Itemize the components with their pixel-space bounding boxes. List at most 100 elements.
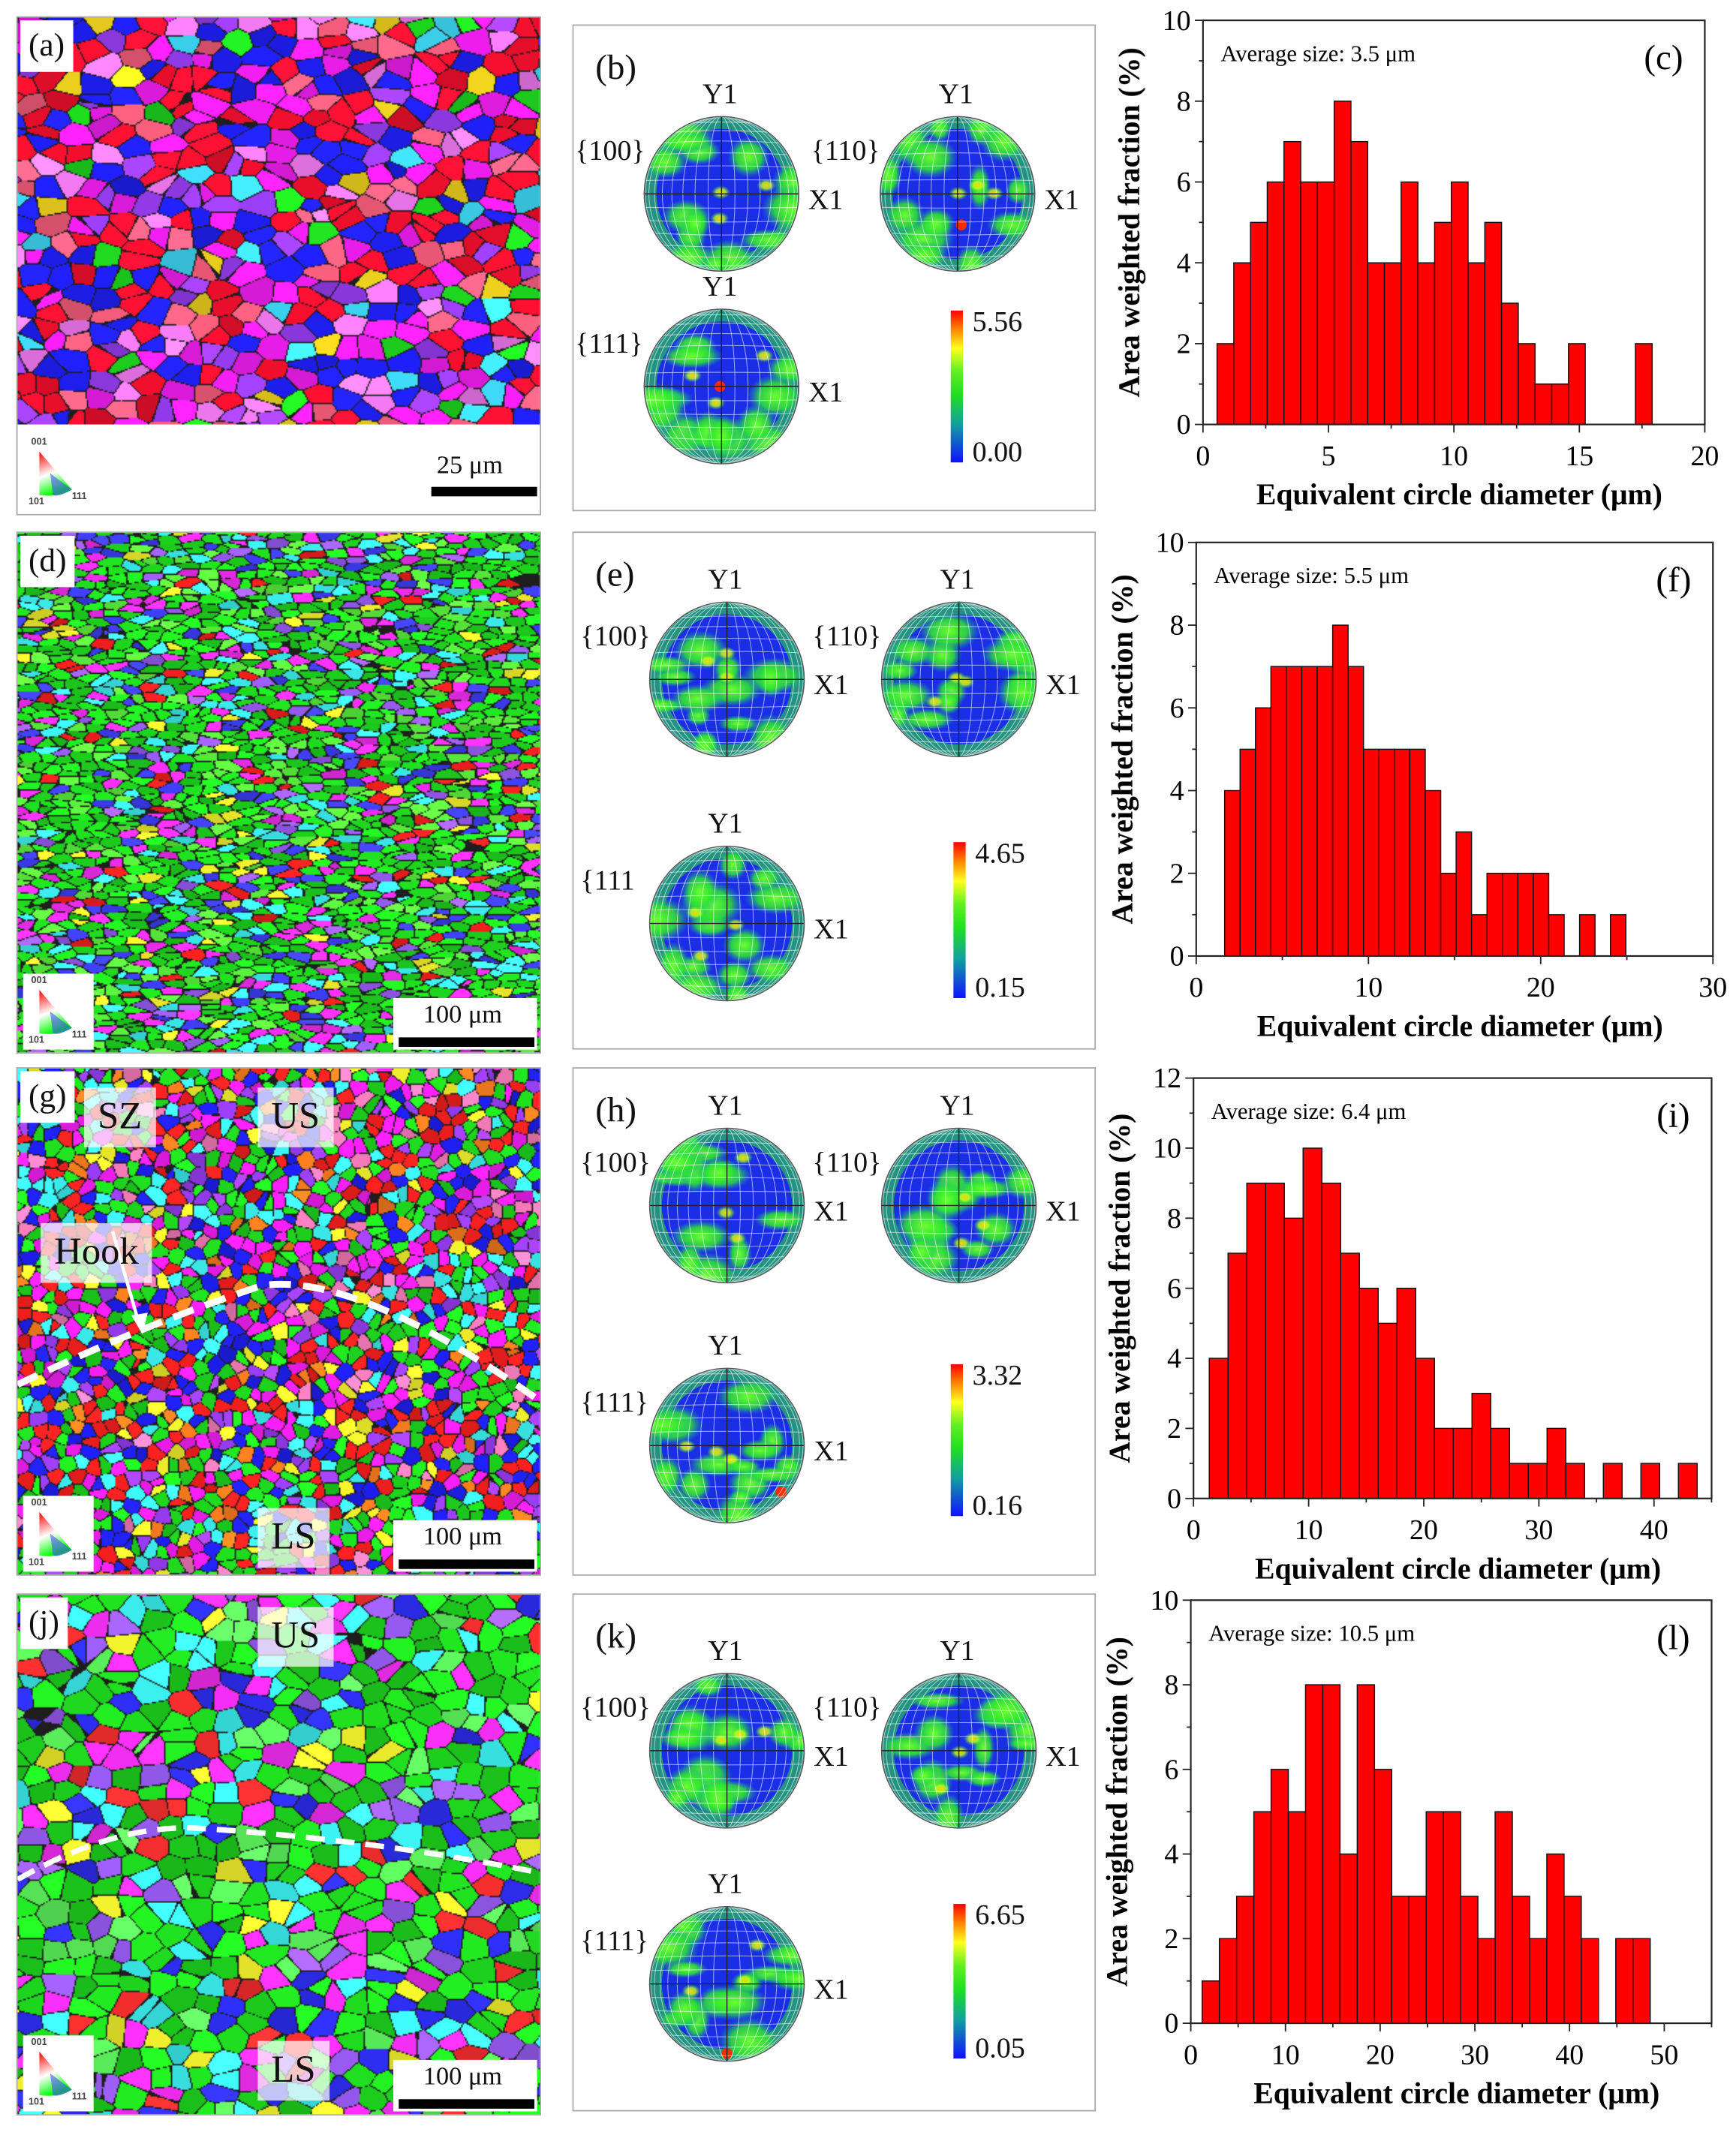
x-tick-label: 10 xyxy=(1440,441,1468,472)
histogram-bar xyxy=(1246,1182,1266,1499)
plane-label: {110} xyxy=(812,1145,882,1179)
map-panel-label: (j) xyxy=(20,1597,68,1649)
x1-axis-label: X1 xyxy=(814,1434,849,1468)
histogram-bar xyxy=(1460,1896,1479,2024)
y-tick-label: 2 xyxy=(1164,1923,1178,1955)
ipf-label-001: 001 xyxy=(31,1498,47,1508)
y1-axis-label: Y1 xyxy=(703,77,738,110)
texture-intensity-blob xyxy=(918,611,980,651)
texture-intensity-blob xyxy=(908,1764,940,1787)
average-size-annotation: Average size: 10.5 μm xyxy=(1208,1621,1415,1646)
x-tick-label: 20 xyxy=(1690,441,1719,472)
y-tick-label: 8 xyxy=(1167,1203,1181,1234)
average-size-annotation: Average size: 3.5 μm xyxy=(1220,41,1416,66)
grain-orientation-map xyxy=(17,17,540,425)
texture-intensity-blob xyxy=(905,1235,937,1268)
texture-intensity-blob xyxy=(737,1439,783,1462)
colorbar-max-label: 3.32 xyxy=(972,1358,1023,1392)
x-axis-title: Equivalent circle diameter (μm) xyxy=(1255,1552,1661,1585)
pole-figure-1 xyxy=(880,1127,1037,1284)
hook-boundary-dashed-line xyxy=(17,1280,540,1404)
panel-label: (c) xyxy=(1644,38,1683,77)
map-panel-label: (d) xyxy=(20,535,75,588)
ipf-label-101: 101 xyxy=(28,2097,45,2108)
texture-intensity-blob xyxy=(913,1713,955,1753)
x1-axis-label: X1 xyxy=(1044,182,1079,216)
histogram-bar xyxy=(1339,1853,1358,2024)
y-tick-label: 0 xyxy=(1170,941,1184,973)
histogram-bar xyxy=(1235,1896,1255,2024)
x-tick-label: 0 xyxy=(1189,972,1203,1003)
scale-bar-line xyxy=(399,1037,534,1048)
scale-bar-label: 25 μm xyxy=(436,451,503,480)
pole-panel-label: (k) xyxy=(595,1616,637,1656)
histogram-bar xyxy=(1358,1287,1379,1499)
y-tick-label: 10 xyxy=(1163,5,1191,37)
texture-intensity-blob xyxy=(761,185,799,233)
y-tick-label: 8 xyxy=(1177,86,1191,117)
y-tick-label: 2 xyxy=(1170,858,1184,889)
histogram-bar xyxy=(1218,1938,1238,2024)
histogram-bar xyxy=(1677,1463,1698,1499)
y-tick-label: 10 xyxy=(1150,1585,1178,1616)
texture-peak xyxy=(698,654,718,668)
texture-intensity-blob xyxy=(955,244,987,272)
x-tick-label: 20 xyxy=(1366,2039,1395,2070)
y-axis-title: Area weighted fraction (%) xyxy=(1103,1114,1136,1463)
y-tick-label: 8 xyxy=(1164,1670,1178,1701)
zone-label-sz: SZ xyxy=(84,1087,156,1147)
histogram-bar xyxy=(1615,1938,1634,2024)
x-tick-label: 5 xyxy=(1322,441,1336,472)
texture-peak xyxy=(716,1205,736,1220)
histogram-bar xyxy=(1373,1769,1393,2024)
texture-intensity-blob xyxy=(657,1725,709,1751)
average-size-annotation: Average size: 5.5 μm xyxy=(1214,563,1409,588)
ebsd-ipf-map: (g) 001 101 111 100 μm xyxy=(16,1067,542,1576)
histogram-bar xyxy=(1443,1811,1461,2024)
plane-label: {111 xyxy=(580,864,635,897)
x-tick-label: 50 xyxy=(1650,2039,1678,2070)
grain-orientation-map xyxy=(17,1595,540,2115)
ipf-color-key: 001 101 111 xyxy=(23,2035,94,2112)
x1-axis-label: X1 xyxy=(814,1194,849,1228)
texture-peak xyxy=(950,1745,970,1759)
plane-label: {111} xyxy=(575,326,643,359)
x-tick-label: 30 xyxy=(1461,2039,1489,2070)
x1-axis-label: X1 xyxy=(1046,668,1081,702)
histogram-bar xyxy=(1283,1217,1304,1499)
y-tick-label: 0 xyxy=(1167,1483,1181,1514)
pole-figure-panel: (k) Y1 X1 {100} Y1 X1 {110} Y1 X1 {111} 6.65 0.05 xyxy=(572,1593,1097,2112)
texture-peak xyxy=(711,185,731,200)
scale-bar-line xyxy=(399,2099,534,2109)
pole-figure-2 xyxy=(648,1367,805,1524)
intensity-colorbar xyxy=(953,842,966,998)
histogram-bar xyxy=(1581,1938,1599,2024)
x-tick-label: 30 xyxy=(1698,972,1727,1003)
histogram-bar xyxy=(1477,1938,1496,2024)
x1-axis-label: X1 xyxy=(814,668,849,702)
x-tick-label: 0 xyxy=(1187,1514,1201,1546)
interface-dashed-line xyxy=(17,1825,540,1882)
x-axis-title: Equivalent circle diameter (μm) xyxy=(1257,1010,1663,1043)
intensity-colorbar xyxy=(953,1904,966,2059)
y1-axis-label: Y1 xyxy=(708,1089,743,1122)
x-tick-label: 0 xyxy=(1196,441,1210,472)
texture-peak xyxy=(748,1938,767,1953)
ipf-triangle-icon xyxy=(39,1511,72,1556)
texture-intensity-blob xyxy=(899,708,955,731)
histogram-bar xyxy=(1546,1427,1566,1499)
x1-axis-label: X1 xyxy=(814,913,849,946)
y-axis-title: Area weighted fraction (%) xyxy=(1106,574,1139,924)
scale-bar: 100 μm xyxy=(393,1520,537,1572)
ipf-label-001: 001 xyxy=(31,2037,47,2048)
scale-bar-label: 100 μm xyxy=(423,1523,502,1552)
ipf-label-101: 101 xyxy=(28,498,45,507)
colorbar-max-label: 5.56 xyxy=(972,305,1023,338)
ipf-label-001: 001 xyxy=(31,438,47,448)
plane-label: {111} xyxy=(580,1924,648,1957)
y-tick-label: 4 xyxy=(1164,1839,1178,1870)
y-axis-title: Area weighted fraction (%) xyxy=(1113,47,1146,397)
